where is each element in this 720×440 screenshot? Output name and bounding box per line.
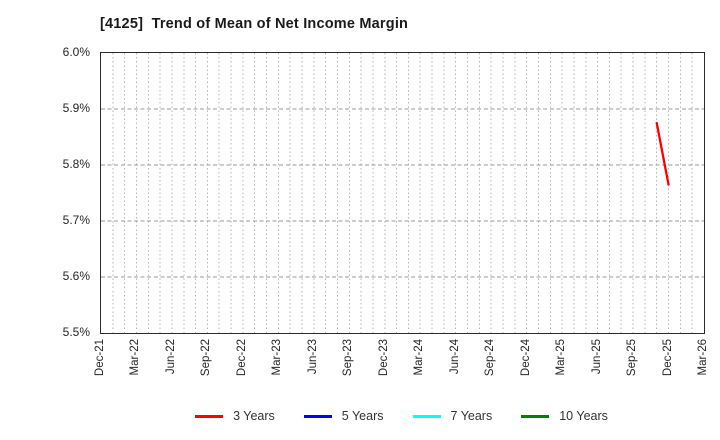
plot-canvas — [101, 53, 704, 333]
legend-line-swatch — [412, 414, 441, 418]
x-tick-label: Jun-23 — [306, 339, 319, 375]
x-tick-label: Mar-23 — [271, 339, 284, 376]
legend-label: 10 Years — [559, 409, 608, 423]
x-tick-label: Sep-23 — [342, 339, 355, 377]
series-line-3-years — [655, 121, 670, 186]
x-tick-label: Jun-25 — [590, 339, 603, 375]
x-tick-label: Dec-25 — [661, 339, 674, 377]
legend-line-swatch — [195, 414, 224, 418]
legend-item-3-years: 3 Years — [195, 409, 275, 423]
legend-label: 3 Years — [233, 409, 275, 423]
x-tick-label: Sep-24 — [484, 339, 497, 377]
y-tick-label: 5.9% — [62, 101, 90, 115]
x-tick-label: Mar-26 — [697, 339, 709, 376]
chart-title: [4125] Trend of Mean of Net Income Margi… — [100, 16, 409, 32]
x-tick-label: Sep-25 — [626, 339, 639, 377]
legend-item-10-years: 10 Years — [521, 409, 608, 423]
x-tick-label: Dec-22 — [235, 339, 248, 377]
x-tick-label: Dec-21 — [94, 339, 106, 377]
x-tick-label: Mar-22 — [129, 339, 142, 376]
legend-line-swatch — [521, 414, 550, 418]
y-tick-label: 5.8% — [62, 157, 90, 171]
y-tick-label: 5.6% — [62, 269, 90, 283]
x-tick-label: Dec-24 — [519, 339, 532, 377]
x-tick-label: Jun-24 — [448, 339, 461, 375]
legend: 3 Years 5 Years 7 Years 10 Years — [100, 403, 703, 429]
legend-item-5-years: 5 Years — [303, 409, 384, 423]
x-tick-label: Mar-24 — [413, 339, 426, 376]
plot-area — [100, 52, 705, 334]
x-tick-label: Jun-22 — [164, 339, 177, 375]
legend-label: 7 Years — [450, 409, 493, 423]
legend-line-swatch — [303, 414, 332, 418]
y-tick-label: 5.7% — [62, 213, 90, 227]
x-tick-label: Mar-25 — [555, 339, 568, 376]
x-tick-label: Sep-22 — [200, 339, 213, 377]
legend-item-7-years: 7 Years — [412, 409, 493, 423]
legend-label: 5 Years — [341, 409, 384, 423]
x-tick-label: Dec-23 — [377, 339, 390, 377]
y-tick-label: 5.5% — [62, 325, 90, 339]
y-tick-label: 6.0% — [62, 45, 90, 59]
